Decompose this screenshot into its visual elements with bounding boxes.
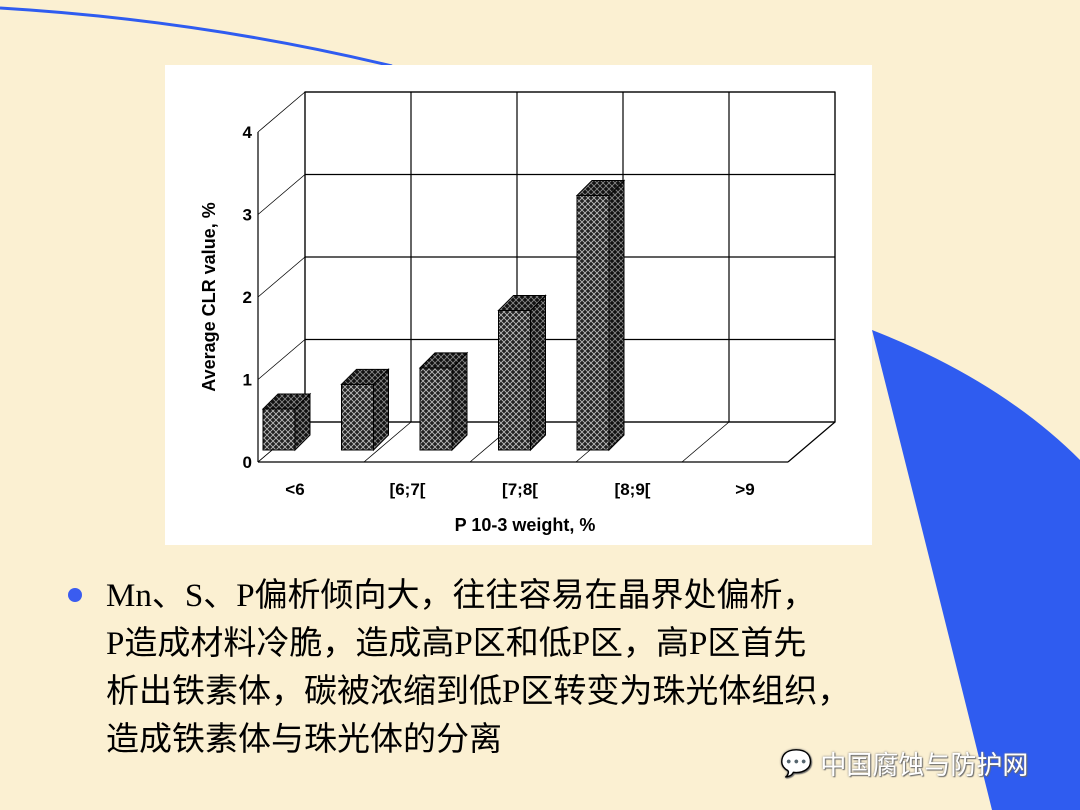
floor-line	[681, 421, 730, 463]
side-gridline	[257, 174, 306, 215]
bar-front	[262, 408, 296, 451]
bar	[575, 179, 626, 452]
bar-front	[341, 383, 374, 451]
bullet-text: Mn、S、P偏析倾向大，往往容易在晶界处偏析， P造成材料冷脆，造成高P区和低P…	[62, 572, 1042, 764]
x-tick-label: >9	[735, 480, 754, 499]
bar-top	[418, 352, 469, 369]
floor-line	[363, 421, 412, 463]
floor-edge	[787, 421, 836, 463]
text-line: 造成铁素体与珠光体的分离	[106, 722, 502, 758]
bar	[261, 392, 312, 452]
bar-top	[575, 180, 626, 197]
text-line: Mn、S、P偏析倾向大，往往容易在晶界处偏析，	[106, 578, 816, 614]
text-line: 析出铁素体，碳被浓缩到低P区转变为珠光体组织，	[106, 674, 851, 710]
bar-top	[497, 294, 547, 311]
bar	[418, 351, 469, 452]
y-tick-label: 3	[243, 206, 252, 225]
text-line: P造成材料冷脆，造成高P区和低P区，高P区首先	[106, 626, 807, 662]
x-tick-label: [7;8[	[502, 480, 538, 499]
side-gridline	[257, 91, 306, 133]
x-axis-label: P 10-3 weight, %	[455, 515, 596, 535]
bar	[497, 294, 547, 452]
bullet-dot-icon	[68, 588, 82, 602]
side-gridline	[257, 339, 306, 380]
decorative-blue-shape	[872, 330, 1080, 810]
decorative-arc	[0, 6, 393, 68]
side-gridline	[257, 256, 306, 298]
bar-front	[419, 367, 453, 451]
bar	[340, 368, 390, 452]
y-tick-label: 2	[243, 288, 252, 307]
bar-side	[451, 351, 468, 452]
watermark-text: 中国腐蚀与防护网	[820, 751, 1029, 781]
bar-side	[530, 294, 546, 452]
bar-front	[576, 195, 610, 451]
bar-side	[608, 179, 625, 452]
watermark: 💬 中国腐蚀与防护网	[780, 745, 1028, 782]
bar-front	[498, 309, 531, 451]
bar-top	[261, 393, 312, 410]
x-tick-label: <6	[285, 480, 304, 499]
y-tick-label: 4	[243, 123, 253, 142]
x-tick-label: [8;9[	[615, 480, 651, 499]
x-tick-label: [6;7[	[390, 480, 426, 499]
y-tick-label: 0	[243, 453, 252, 472]
bar-top	[340, 368, 390, 385]
y-tick-label: 1	[243, 371, 252, 390]
y-axis-label: Average CLR value, %	[199, 202, 219, 391]
wechat-icon: 💬	[780, 748, 813, 779]
